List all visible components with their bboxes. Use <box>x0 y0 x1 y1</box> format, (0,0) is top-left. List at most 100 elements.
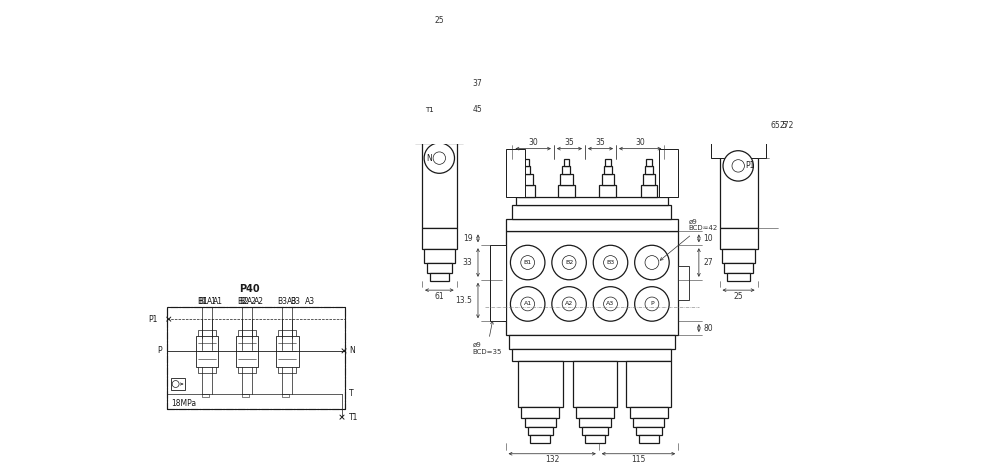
Text: 61: 61 <box>435 292 444 301</box>
Text: 37: 37 <box>472 79 482 88</box>
Bar <box>602 174 614 185</box>
Circle shape <box>510 287 545 321</box>
Bar <box>659 149 678 197</box>
Text: 80: 80 <box>704 324 713 333</box>
Bar <box>238 367 256 373</box>
Bar <box>427 262 452 273</box>
Bar <box>724 262 753 273</box>
Text: 35: 35 <box>565 138 574 147</box>
Bar <box>724 31 753 41</box>
Text: 19: 19 <box>463 234 472 243</box>
Bar <box>236 336 258 367</box>
Bar <box>520 174 533 185</box>
Bar <box>579 418 611 427</box>
Bar <box>422 73 457 228</box>
Circle shape <box>433 152 446 164</box>
Text: B3: B3 <box>606 260 615 265</box>
Bar <box>521 407 559 418</box>
Text: 272: 272 <box>780 121 794 130</box>
Bar <box>560 174 573 185</box>
Bar <box>528 427 553 435</box>
Bar <box>727 273 750 281</box>
Text: P1: P1 <box>745 162 754 171</box>
Bar <box>558 185 575 197</box>
Bar <box>646 159 652 166</box>
Bar <box>711 93 766 158</box>
Bar <box>490 245 506 321</box>
Text: B1: B1 <box>524 260 532 265</box>
Bar <box>604 166 612 174</box>
Text: ø9
BCD=35: ø9 BCD=35 <box>472 321 502 355</box>
Circle shape <box>552 245 586 280</box>
Circle shape <box>521 256 535 269</box>
Bar <box>506 219 678 231</box>
Circle shape <box>723 151 753 181</box>
Text: 25: 25 <box>435 16 444 25</box>
Circle shape <box>604 256 617 269</box>
Text: T: T <box>349 389 354 398</box>
Bar <box>282 394 289 397</box>
Text: A2: A2 <box>254 297 264 306</box>
Text: B3: B3 <box>277 297 287 306</box>
Text: B2: B2 <box>237 297 247 306</box>
Bar <box>530 435 550 443</box>
Circle shape <box>645 256 659 269</box>
Bar <box>641 185 657 197</box>
Text: 35: 35 <box>596 138 605 147</box>
Bar <box>722 41 755 56</box>
Text: B1: B1 <box>198 297 208 306</box>
Bar <box>585 435 605 443</box>
Text: T1: T1 <box>425 107 433 113</box>
Bar <box>242 394 249 397</box>
Bar <box>720 73 758 228</box>
Text: N: N <box>349 346 355 356</box>
Text: 18MPa: 18MPa <box>171 399 196 408</box>
Circle shape <box>593 245 628 280</box>
Bar <box>524 159 529 166</box>
Bar <box>516 197 668 205</box>
Circle shape <box>562 297 576 311</box>
Bar <box>171 378 185 390</box>
Text: 30: 30 <box>635 138 645 147</box>
Bar <box>278 367 296 373</box>
Bar <box>605 159 611 166</box>
Circle shape <box>732 160 744 172</box>
Bar <box>599 185 616 197</box>
Text: A1: A1 <box>524 301 532 307</box>
Bar <box>430 23 449 31</box>
Bar <box>430 273 449 281</box>
Text: P40: P40 <box>239 284 260 294</box>
Bar <box>722 249 755 262</box>
Bar <box>276 336 299 367</box>
Text: ø9
BCD≂42: ø9 BCD≂42 <box>660 219 718 260</box>
Text: B3: B3 <box>290 297 300 306</box>
Bar <box>415 88 463 143</box>
Text: A2: A2 <box>565 301 573 307</box>
Bar <box>582 427 608 435</box>
Text: 30: 30 <box>528 138 538 147</box>
Bar <box>576 407 614 418</box>
Text: A3: A3 <box>606 301 615 307</box>
Bar <box>573 361 617 407</box>
Bar <box>512 205 671 219</box>
Circle shape <box>424 95 455 125</box>
Text: 27: 27 <box>704 258 713 267</box>
Circle shape <box>552 287 586 321</box>
Text: B1: B1 <box>197 297 207 306</box>
Bar <box>636 427 662 435</box>
Bar <box>422 56 457 73</box>
Text: P1: P1 <box>148 315 158 324</box>
Circle shape <box>510 245 545 280</box>
Bar <box>509 335 675 349</box>
Bar <box>525 418 556 427</box>
Circle shape <box>562 256 576 269</box>
Bar <box>639 435 659 443</box>
Bar <box>278 330 296 336</box>
Bar <box>630 407 668 418</box>
Circle shape <box>635 245 669 280</box>
Bar <box>198 367 216 373</box>
Bar <box>506 231 678 335</box>
Bar <box>198 330 216 336</box>
Bar <box>720 56 758 73</box>
Bar <box>645 166 653 174</box>
